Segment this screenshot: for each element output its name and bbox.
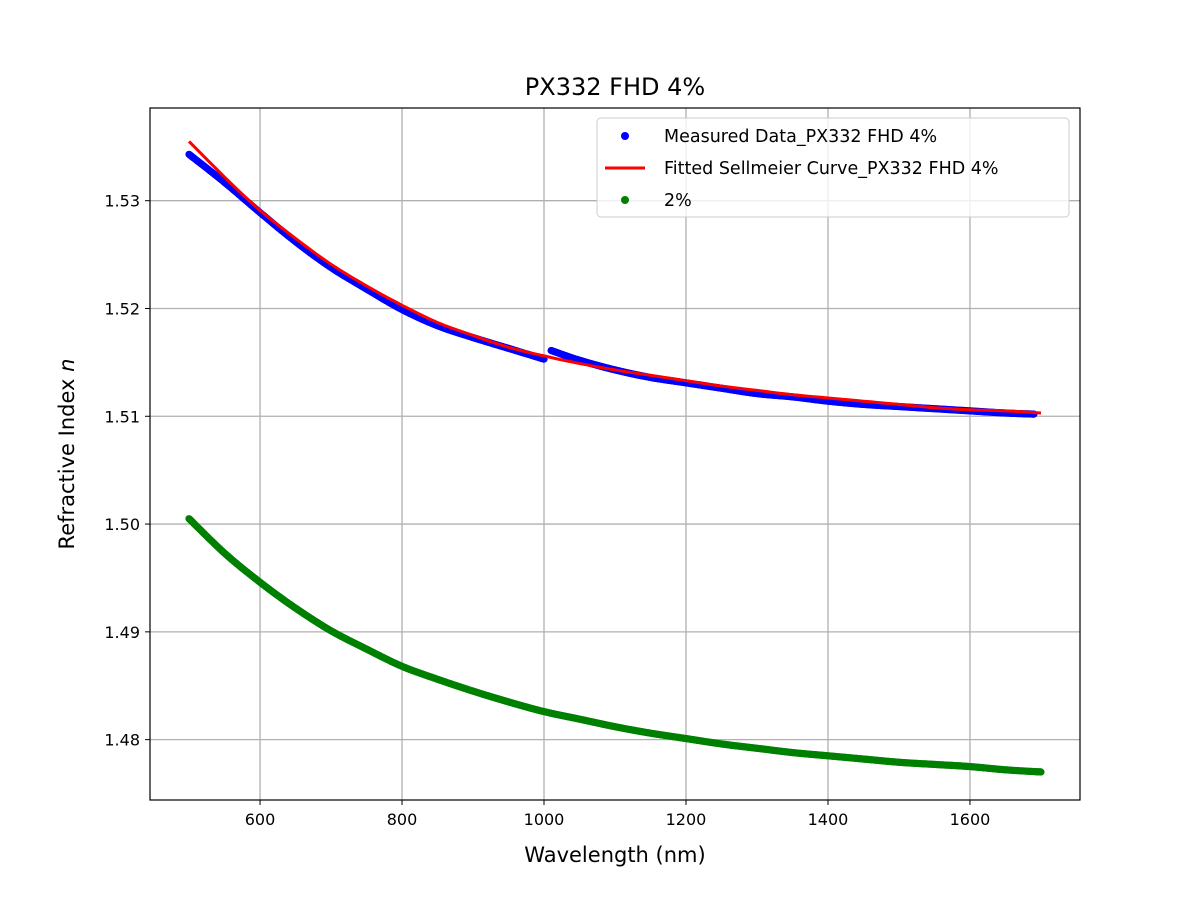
y-axis-label-variable: n [55,359,79,372]
chart-title: PX332 FHD 4% [525,73,705,101]
legend-entry: Fitted Sellmeier Curve_PX332 FHD 4% [605,159,999,179]
series-2 [185,515,1045,776]
grid [150,108,1080,800]
x-tick-label: 800 [387,810,418,829]
legend-box [596,117,1070,218]
legend-marker-swatch [621,132,629,140]
series-fitted-sellmeier-curve-px332-fhd-4 [187,140,1042,415]
y-tick-label: 1.50 [104,515,140,534]
legend: Measured Data_PX332 FHD 4% Fitted Sellmei… [596,117,1070,218]
series-layer [185,140,1045,776]
x-tick-label: 1400 [808,810,849,829]
x-axis-label: Wavelength (nm) [524,843,705,867]
legend-entry: 2% [621,191,692,211]
y-axis-label-text: Refractive Index [55,372,79,550]
x-tick-label: 1200 [666,810,707,829]
y-axis-label: Refractive Index n [55,359,79,550]
y-tick-label: 1.51 [104,407,140,426]
series-line [187,140,1042,415]
data-point [1037,768,1045,776]
y-tick-label: 1.49 [104,623,140,642]
y-tick-label: 1.48 [104,731,140,750]
ticks: 600 800 1000 1200 1400 1600 1.48 1.49 1.50 1.51 1.… [104,192,990,829]
x-tick-label: 1600 [950,810,991,829]
axes-frame [149,107,1081,801]
legend-entry: Measured Data_PX332 FHD 4% [621,127,937,147]
y-tick-label: 1.52 [104,299,140,318]
x-tick-label: 1000 [524,810,565,829]
x-tick-label: 600 [245,810,276,829]
y-tick-label: 1.53 [104,192,140,211]
legend-label: 2% [664,191,692,211]
legend-label: Measured Data_PX332 FHD 4% [664,127,937,147]
legend-marker-swatch [621,196,629,204]
legend-label: Fitted Sellmeier Curve_PX332 FHD 4% [664,159,999,179]
